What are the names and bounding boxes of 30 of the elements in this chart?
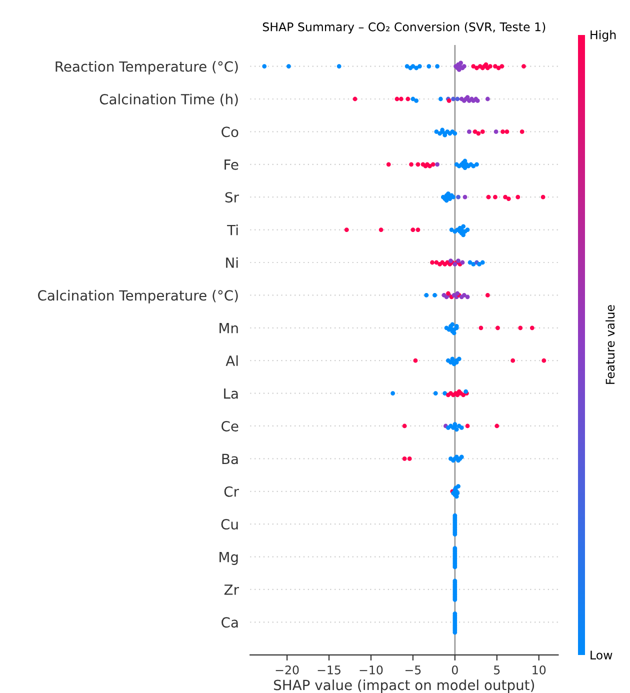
x-tick-label: −10: [360, 666, 383, 674]
x-tick-label: −15: [318, 666, 340, 674]
color-bar-title: Feature value: [606, 305, 615, 384]
y-tick-label: Mg: [220, 552, 238, 565]
y-tick-label: Ni: [226, 257, 238, 268]
y-tick-label: Al: [226, 355, 238, 366]
y-tick-label: Cr: [224, 486, 239, 497]
y-tick-label: Zr: [224, 584, 239, 595]
color-bar-label: High: [590, 30, 616, 42]
y-tick-label: Calcination Time (h): [100, 94, 238, 106]
x-tick-label: −20: [276, 666, 299, 674]
chart-title: SHAP Summary – CO₂ Conversion (SVR, Teste 1): [262, 22, 546, 34]
y-tick-label: La: [224, 388, 238, 399]
y-tick-label: Co: [222, 126, 238, 138]
y-tick-label: Sr: [225, 192, 239, 203]
x-tick-label: 0: [452, 666, 458, 674]
y-tick-label: Ce: [222, 420, 238, 432]
y-tick-label: Fe: [224, 160, 238, 170]
y-tick-label: Calcination Temperature (°C): [38, 290, 238, 304]
x-tick-label: −5: [406, 666, 421, 674]
y-tick-label: Cu: [221, 519, 238, 530]
y-tick-label: Mn: [220, 323, 238, 334]
color-bar-label: Low: [590, 650, 612, 660]
y-tick-label: Ca: [222, 617, 238, 628]
x-tick-label: 10: [532, 666, 546, 674]
y-tick-label: Ba: [222, 454, 238, 464]
x-tick-label: 5: [494, 666, 500, 674]
y-tick-label: Reaction Temperature (°C): [56, 61, 238, 74]
y-tick-label: Ti: [227, 224, 238, 236]
x-axis-title: SHAP value (impact on model output): [274, 680, 534, 693]
